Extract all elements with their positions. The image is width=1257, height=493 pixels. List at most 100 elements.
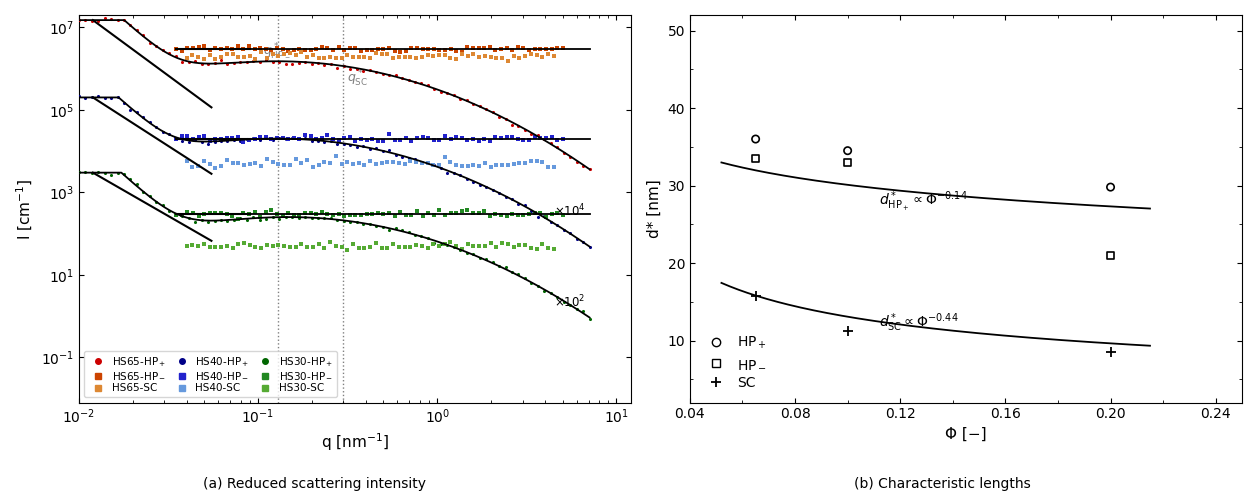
Point (289, 214, 309, 222)
Point (385, 211, 405, 219)
Point (152, 202, 172, 210)
Point (395, 160, 415, 168)
Point (251, 48, 272, 56)
Point (337, 158, 357, 166)
Point (366, 222, 386, 230)
Point (541, 140, 561, 147)
Point (469, 242, 489, 250)
Point (412, 242, 432, 250)
Point (530, 209, 551, 217)
Point (297, 243, 317, 251)
Point (211, 210, 231, 217)
Point (82, 169, 102, 177)
Text: $q^*_{\mathrm{HP}_-}$: $q^*_{\mathrm{HP}_-}$ (263, 41, 290, 60)
Point (327, 64, 347, 71)
Point (189, 133, 209, 141)
Point (377, 158, 397, 166)
Point (323, 135, 343, 143)
Point (532, 158, 552, 166)
Point (515, 241, 535, 249)
Point (417, 235, 437, 243)
Point (297, 156, 317, 164)
Point (337, 51, 357, 59)
Point (509, 54, 529, 62)
Point (508, 270, 528, 278)
Point (189, 162, 209, 170)
Point (101, 171, 121, 179)
Point (431, 240, 451, 247)
Point (185, 57, 205, 65)
Point (308, 59, 328, 67)
Point (234, 161, 254, 169)
Point (189, 43, 209, 51)
Point (314, 158, 334, 166)
Point (273, 211, 293, 219)
Point (273, 45, 293, 53)
Point (446, 162, 466, 170)
Point (542, 210, 562, 218)
Point (216, 44, 236, 52)
Point (185, 136, 205, 143)
Point (424, 211, 444, 219)
Point (508, 136, 528, 143)
Point (160, 207, 180, 215)
Point (261, 46, 282, 54)
Point (251, 162, 272, 170)
Point (300, 133, 321, 141)
Point (542, 133, 562, 141)
Point (372, 223, 392, 231)
Point (458, 207, 478, 214)
Point (530, 45, 551, 53)
Point (498, 161, 518, 169)
Point (172, 47, 192, 55)
Point (240, 242, 260, 249)
Point (295, 46, 316, 54)
Point (495, 115, 515, 123)
Point (475, 159, 495, 167)
Point (368, 137, 388, 145)
Point (189, 212, 209, 220)
Point (353, 220, 373, 228)
Point (211, 243, 231, 250)
Point (489, 262, 509, 270)
Point (544, 246, 564, 253)
Point (308, 161, 328, 169)
Point (458, 162, 478, 170)
Point (513, 136, 533, 144)
Point (205, 139, 225, 146)
Point (524, 45, 544, 53)
Point (282, 134, 302, 142)
Point (401, 44, 421, 52)
Point (216, 156, 236, 164)
Point (489, 113, 509, 121)
Point (573, 308, 593, 316)
Point (401, 137, 421, 144)
Point (211, 162, 231, 170)
Point (199, 217, 219, 225)
Point (133, 113, 153, 121)
Point (405, 231, 425, 239)
Point (217, 60, 238, 68)
Point (553, 211, 573, 219)
Point (515, 127, 535, 135)
Point (308, 213, 328, 221)
Point (435, 240, 455, 248)
Point (366, 239, 386, 247)
Point (172, 211, 192, 219)
Point (386, 151, 406, 159)
Point (354, 161, 375, 169)
Point (475, 242, 495, 250)
Point (321, 53, 341, 61)
Point (75, 94, 96, 102)
Point (504, 243, 524, 250)
Point (508, 211, 528, 218)
Point (266, 134, 287, 142)
Point (388, 159, 409, 167)
Point (425, 239, 445, 246)
Point (314, 214, 334, 222)
Point (166, 52, 186, 60)
Point (347, 143, 367, 151)
X-axis label: Φ [−]: Φ [−] (945, 427, 987, 442)
Point (240, 52, 260, 60)
Point (444, 243, 464, 251)
